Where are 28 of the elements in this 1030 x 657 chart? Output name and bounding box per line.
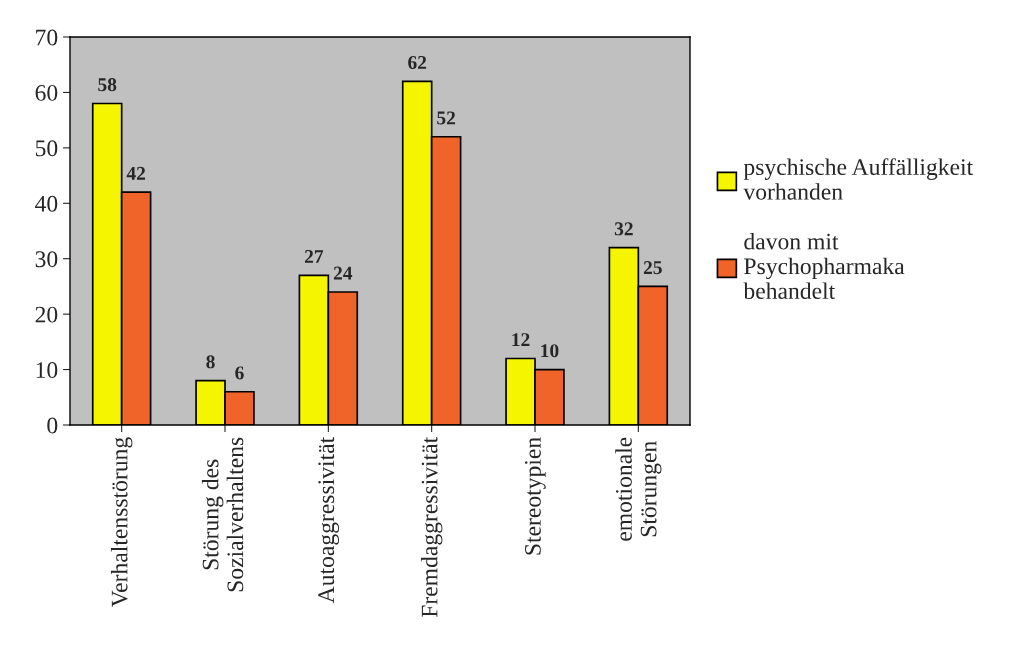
x-tick-label: Fremdaggressivität [420,436,443,618]
data-label: 12 [512,333,530,347]
x-tick-label: Verhaltensstörung [110,437,133,608]
y-tick-label: 70 [36,29,58,46]
y-tick-label: 40 [35,195,58,212]
data-label: 10 [541,344,559,358]
x-tick-label: Autoaggressivität [318,436,340,604]
y-tick-label: 20 [35,306,58,323]
data-label: 8 [206,355,215,369]
data-label: 62 [408,55,427,70]
x-tick-label: emotionale Störungen [615,437,662,541]
data-label: 25 [643,261,662,275]
y-tick-label: 10 [36,362,58,378]
data-label: 6 [235,366,244,380]
y-tick-label: 60 [35,84,58,101]
data-label: 27 [304,249,324,263]
data-label: 52 [437,111,456,125]
data-label: 58 [98,78,117,92]
x-tick-label: Stereotypien [524,437,546,555]
y-tick-label: 30 [35,251,58,268]
data-label: 24 [333,266,353,280]
y-tick-label: 50 [35,140,58,157]
data-label: 42 [126,166,146,180]
x-tick-label: Störung des Sozialverhaltens [201,437,244,592]
y-tick-label: 0 [47,417,58,434]
legend-label: psychische Auffälligkeit vorhanden [743,158,974,200]
data-label: 32 [614,222,633,236]
legend-label: davon mit Psychopharmaka behandelt [743,232,905,299]
